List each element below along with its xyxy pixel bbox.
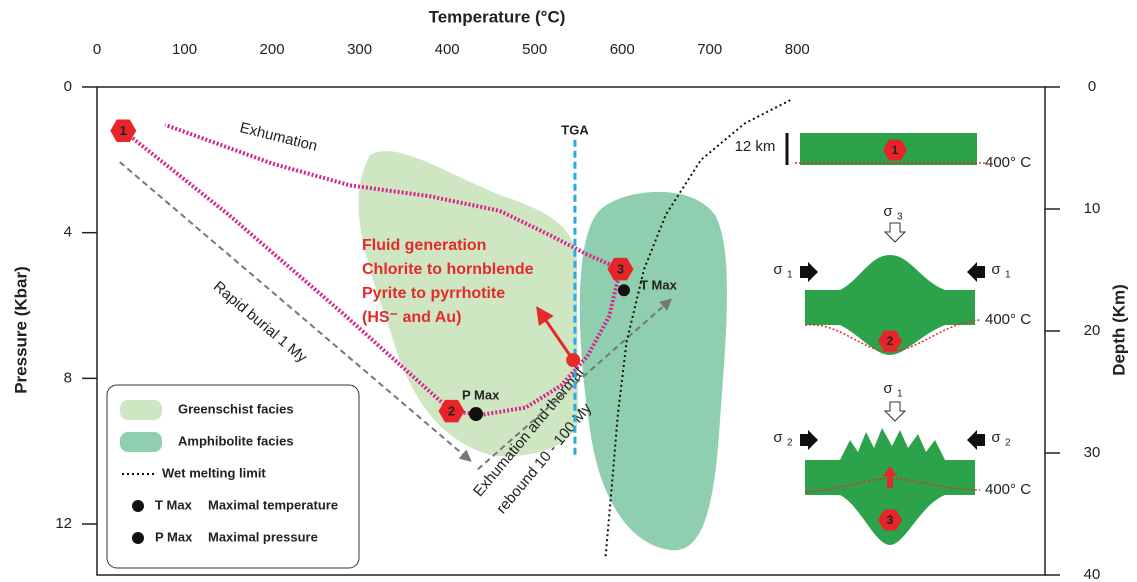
stress-index: 1 [787, 270, 793, 281]
y2-axis-title: Depth (Km) [1109, 284, 1128, 376]
stress-symbol: σ [773, 429, 783, 446]
annotation: (HS⁻ and Au) [362, 309, 461, 326]
annotation: Exhumation [238, 119, 319, 155]
stage-label: 1 [120, 123, 127, 138]
isotherm-label: 400° C [985, 311, 1031, 328]
y-axis-title: Pressure (Kbar) [11, 266, 30, 394]
stress-index: 2 [787, 438, 793, 449]
x-tick-label: 400 [435, 41, 460, 58]
fluid-point [566, 353, 580, 367]
x-tick-label: 800 [785, 41, 810, 58]
stress-symbol: σ [991, 429, 1001, 446]
stage-label: 3 [617, 262, 624, 277]
stress-symbol: σ [773, 261, 783, 278]
stress-symbol: σ [883, 380, 893, 397]
legend-swatch [132, 500, 144, 512]
isotherm-label: 400° C [985, 154, 1031, 171]
x-tick-label: 600 [610, 41, 635, 58]
stress-index: 1 [1005, 270, 1011, 281]
t-max-point [618, 284, 630, 296]
legend-key: T Max [155, 497, 193, 512]
x-tick-label: 100 [172, 41, 197, 58]
stress-index: 1 [897, 389, 903, 400]
isotherm-label: 400° C [985, 481, 1031, 498]
legend-label: Amphibolite facies [178, 433, 294, 448]
legend-swatch [120, 432, 162, 452]
sketch-stage-label: 1 [892, 143, 899, 157]
legend-label: Greenschist facies [178, 401, 294, 416]
legend-label: Wet melting limit [162, 465, 266, 480]
x-axis-title: Temperature (°C) [429, 7, 566, 26]
stress-index: 2 [1005, 438, 1011, 449]
y2-tick-label: 20 [1084, 322, 1101, 339]
stage-label: 2 [448, 404, 455, 419]
x-tick-label: 300 [347, 41, 372, 58]
y-tick-label: 4 [64, 224, 72, 241]
legend-swatch [132, 532, 144, 544]
legend-swatch [120, 400, 162, 420]
stress-index: 3 [897, 212, 903, 223]
y2-tick-label: 40 [1084, 566, 1101, 582]
sketch-stage-label: 3 [887, 513, 894, 527]
x-tick-label: 700 [697, 41, 722, 58]
stress-symbol: σ [883, 203, 893, 220]
p-max-point [469, 407, 483, 421]
x-tick-label: 200 [260, 41, 285, 58]
annotation: Rapid burial 1 My [210, 278, 311, 366]
legend-label: Maximal pressure [208, 529, 318, 544]
y2-tick-label: 0 [1088, 78, 1096, 95]
stress-symbol: σ [991, 261, 1001, 278]
thickness-label: 12 km [735, 138, 776, 155]
annotation: Pyrite to pyrrhotite [362, 285, 505, 302]
legend-key: P Max [155, 529, 193, 544]
annotation: Fluid generation [362, 237, 486, 254]
x-tick-label: 500 [522, 41, 547, 58]
sketch-stage-label: 2 [887, 334, 894, 348]
y-tick-label: 8 [64, 369, 72, 386]
x-tick-label: 0 [93, 41, 101, 58]
y-tick-label: 12 [55, 515, 72, 532]
p-max-label: P Max [462, 387, 500, 402]
annotation: TGA [561, 122, 589, 137]
legend-label: Maximal temperature [208, 497, 338, 512]
annotation: Chlorite to hornblende [362, 261, 534, 278]
chart: Temperature (°C) Pressure (Kbar) Depth (… [0, 0, 1137, 582]
y-tick-label: 0 [64, 78, 72, 95]
t-max-label: T Max [640, 277, 678, 292]
y2-tick-label: 10 [1084, 200, 1101, 217]
y2-tick-label: 30 [1084, 444, 1101, 461]
